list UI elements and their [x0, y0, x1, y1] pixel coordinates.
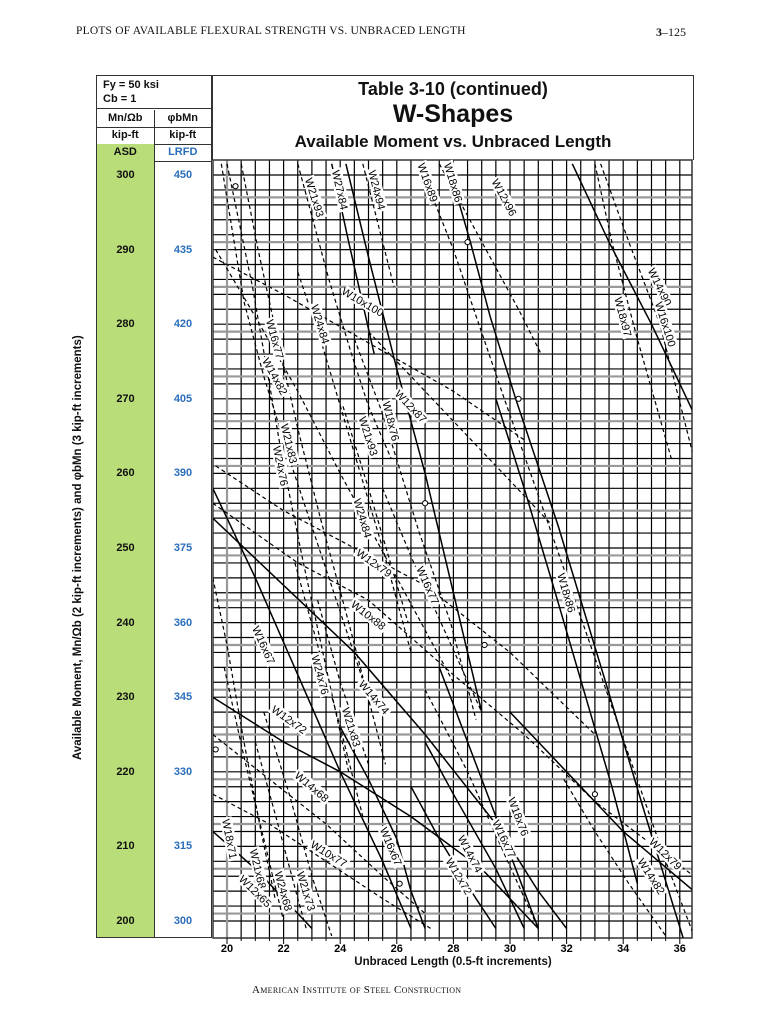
y-tick-asd: 250: [116, 542, 135, 554]
side-table: Fy = 50 ksi Cb = 1 Mn/Ωb φbMn kip-ft kip…: [96, 75, 212, 938]
curve-w18x76: [345, 163, 483, 713]
curve-w10x100: [213, 256, 525, 441]
curve-w16x100: [600, 163, 692, 454]
x-tick-labels: 20 22 24 26 28 30 32 34 36: [221, 943, 686, 955]
lrfd-method: LRFD: [168, 146, 198, 158]
curve-w18x76b: [438, 667, 540, 929]
page-number: 3–125: [656, 25, 686, 40]
curve-label: W12x72: [269, 704, 309, 737]
y-tick-lrfd: 450: [173, 169, 193, 181]
page-header: PLOTS OF AVAILABLE FLEXURAL STRENGTH VS.…: [76, 25, 466, 37]
y-tick-asd: 210: [116, 840, 135, 853]
y-tick-lrfd: 435: [173, 243, 193, 256]
curve-w12x79b: [509, 711, 692, 891]
curve-w24x84b: [342, 406, 409, 623]
y-tick-asd: 240: [116, 616, 135, 629]
x-tick-label: 22: [277, 943, 289, 955]
y-tick-lrfd: 315: [173, 840, 193, 853]
chart-subtitle-2: Available Moment vs. Unbraced Length: [294, 132, 612, 151]
x-tick-label: 32: [560, 943, 572, 955]
curve-w16x89: [418, 163, 692, 933]
y-tick-lrfd: 300: [173, 915, 193, 927]
y-tick-asd: 260: [116, 467, 135, 480]
asd-unit: kip-ft: [97, 127, 155, 144]
curve-w14x74b: [424, 741, 525, 929]
curve-w14x82: [215, 249, 454, 683]
y-tick-asd: 230: [116, 691, 135, 704]
curve-w14x68: [213, 734, 426, 914]
grid: [212, 159, 693, 944]
x-tick-label: 36: [674, 943, 686, 955]
curve-w21x83: [240, 163, 387, 765]
y-tick-lrfd: 360: [173, 616, 193, 629]
y-tick-lrfd: 405: [173, 392, 193, 405]
curve-w21x93: [297, 163, 392, 459]
curve-w12x87: [368, 331, 553, 527]
curve-w24x68: [254, 741, 307, 929]
curve-w14x82b: [563, 778, 667, 937]
curve-w24x94: [362, 163, 395, 288]
curve-w16x67: [213, 487, 412, 929]
y-tick-asd: 290: [116, 243, 135, 256]
x-tick-label: 34: [617, 943, 630, 955]
page-footer: American Institute of Steel Construction: [252, 984, 462, 996]
curve-label: W12x79: [354, 547, 394, 580]
curve-label: W10x100: [339, 286, 385, 320]
cb-value: Cb = 1: [103, 93, 137, 105]
curve-label: W10x77: [308, 839, 349, 870]
curves: [213, 163, 692, 938]
y-tick-lrfd: 375: [173, 542, 193, 554]
asd-header: Mn/Ωb: [97, 110, 155, 127]
markers: [212, 183, 599, 887]
page-index: –125: [662, 25, 686, 39]
lrfd-header: φbMn: [167, 112, 198, 124]
y-tick-lrfd: 330: [173, 765, 193, 778]
design-params: Fy = 50 ksi Cb = 1: [97, 76, 211, 109]
x-tick-label: 30: [504, 943, 516, 955]
y-tick-lrfd: 345: [173, 691, 193, 704]
lrfd-unit: kip-ft: [169, 129, 197, 141]
asd-column: [97, 161, 155, 937]
chart-subtitle: W-Shapes: [392, 100, 514, 128]
curve-w21x93b: [353, 338, 477, 720]
curve-w18x86b: [495, 398, 639, 884]
y-tick-lrfd: 420: [173, 318, 193, 331]
y-tick-asd: 220: [116, 765, 135, 778]
curve-w18x86: [446, 163, 684, 938]
curve-w24x76: [226, 163, 350, 772]
curve-w14x90: [571, 163, 692, 412]
x-tick-label: 24: [334, 943, 347, 955]
curve-w24x84: [297, 271, 412, 653]
chart-title-box: Table 3-10 (continued) W-Shapes Availabl…: [212, 75, 694, 160]
curve-w16x67b: [339, 726, 426, 929]
curve-w12x96: [438, 163, 542, 355]
x-tick-label: 28: [447, 943, 459, 955]
chapter-number: 3: [656, 25, 662, 39]
x-tick-label: 20: [221, 943, 233, 955]
x-axis-label: Unbraced Length (0.5-ft increments): [354, 956, 552, 968]
curve-w16x77: [220, 163, 370, 698]
x-tick-label: 26: [391, 943, 403, 955]
y-tick-lrfd: 390: [173, 467, 193, 480]
curve-w10x77: [213, 793, 432, 930]
y-tick-asd: 280: [116, 318, 135, 331]
curve-label: W14x74: [356, 679, 391, 717]
y-tick-asd: 200: [116, 915, 135, 927]
curve-w18x71: [213, 577, 276, 899]
curve-w21x68: [223, 667, 285, 922]
y-tick-asd: 270: [116, 392, 135, 405]
fy-value: Fy = 50 ksi: [103, 79, 159, 91]
curve-w21x73: [263, 711, 333, 937]
curve-w14x74: [213, 517, 568, 929]
y-tick-asd: 300: [116, 169, 135, 181]
asd-method: ASD: [97, 144, 155, 161]
table-title: Table 3-10 (continued): [358, 79, 548, 99]
